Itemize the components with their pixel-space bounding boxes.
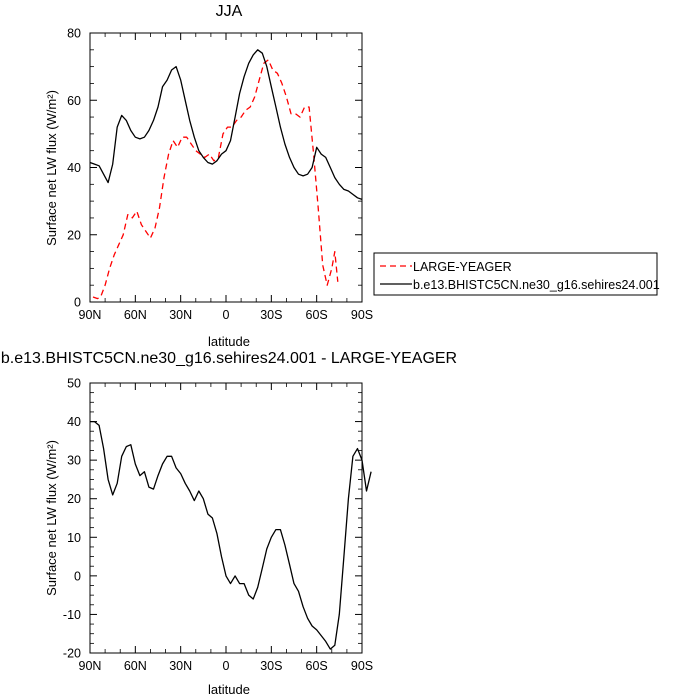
legend-label-large-yeager: LARGE-YEAGER bbox=[413, 260, 512, 274]
x-axis-label: latitude bbox=[208, 334, 250, 349]
series-line-large-yeager bbox=[92, 59, 339, 300]
x-axis-ticks: 90N 60N 30N 0 30S 60S 90S bbox=[79, 33, 373, 322]
x-tick-label: 60S bbox=[306, 659, 328, 673]
x-tick-label: 90N bbox=[79, 659, 102, 673]
x-tick-label: 30N bbox=[169, 659, 192, 673]
y-tick-label: 40 bbox=[67, 161, 81, 175]
y-tick-label: 60 bbox=[67, 94, 81, 108]
y-tick-label: 30 bbox=[67, 454, 81, 468]
plot-frame bbox=[89, 382, 363, 654]
y-tick-label: -20 bbox=[63, 647, 81, 661]
y-axis-ticks: -20 -10 0 10 20 30 40 50 bbox=[63, 377, 362, 661]
x-tick-label: 60N bbox=[124, 659, 147, 673]
x-tick-label: 30N bbox=[169, 308, 192, 322]
y-axis-ticks: 0 20 40 60 80 bbox=[67, 27, 362, 310]
plot-frame bbox=[89, 32, 363, 303]
series-line-difference bbox=[90, 420, 372, 650]
x-tick-label: 0 bbox=[223, 308, 230, 322]
legend-box bbox=[373, 252, 658, 296]
y-tick-label: 80 bbox=[67, 27, 81, 41]
y-tick-label: 50 bbox=[67, 377, 81, 391]
series-lines bbox=[90, 420, 372, 650]
y-tick-label: 20 bbox=[67, 492, 81, 506]
y-tick-label: 40 bbox=[67, 415, 81, 429]
series-line-b-e13-bhistc5cn-ne30-g16-sehires24-001 bbox=[89, 49, 363, 201]
x-axis-label: latitude bbox=[208, 682, 250, 697]
x-tick-label: 90S bbox=[351, 308, 373, 322]
x-tick-label: 30S bbox=[260, 308, 282, 322]
x-tick-label: 30S bbox=[260, 659, 282, 673]
y-tick-label: 0 bbox=[74, 569, 81, 583]
chart-title: b.e13.BHISTC5CN.ne30_g16.sehires24.001 -… bbox=[1, 350, 457, 367]
x-tick-label: 60N bbox=[124, 308, 147, 322]
y-tick-label: -10 bbox=[63, 608, 81, 622]
x-tick-label: 60S bbox=[306, 308, 328, 322]
x-tick-label: 90N bbox=[79, 308, 102, 322]
y-tick-label: 10 bbox=[67, 531, 81, 545]
legend-label-model: b.e13.BHISTC5CN.ne30_g16.sehires24.001 bbox=[413, 278, 660, 292]
y-tick-label: 0 bbox=[74, 296, 81, 310]
series-lines bbox=[89, 49, 363, 300]
x-axis-ticks: 90N 60N 30N 0 30S 60S 90S bbox=[79, 383, 373, 673]
top-panel: JJA 0 20 40 60 80 90N 60N 30N 0 30S 60S 90S latitu… bbox=[44, 3, 660, 349]
y-tick-label: 20 bbox=[67, 228, 81, 242]
x-tick-label: 0 bbox=[223, 659, 230, 673]
y-axis-label: Surface net LW flux (W/m²) bbox=[44, 90, 59, 246]
y-axis-label: Surface net LW flux (W/m²) bbox=[44, 440, 59, 596]
legend: LARGE-YEAGER b.e13.BHISTC5CN.ne30_g16.se… bbox=[373, 252, 660, 296]
x-tick-label: 90S bbox=[351, 659, 373, 673]
chart-title: JJA bbox=[216, 3, 243, 20]
bottom-panel: b.e13.BHISTC5CN.ne30_g16.sehires24.001 -… bbox=[1, 350, 457, 697]
